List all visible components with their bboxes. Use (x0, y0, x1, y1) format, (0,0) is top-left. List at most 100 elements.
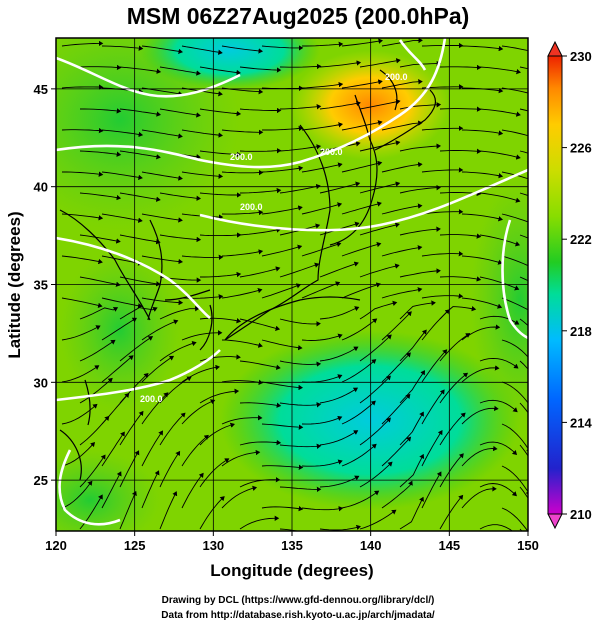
streamline (341, 160, 383, 173)
streamline (381, 120, 423, 131)
streamline (279, 360, 322, 367)
streamline (501, 339, 528, 358)
streamline (279, 144, 322, 152)
streamline (279, 183, 321, 194)
streamline (221, 249, 264, 257)
contour-label: 200.0 (385, 72, 408, 82)
streamline (141, 45, 183, 55)
streamline (61, 127, 104, 134)
streamline (119, 66, 162, 75)
y-tick-label: 45 (34, 82, 48, 97)
streamline (381, 287, 423, 299)
streamline (119, 108, 161, 117)
streamline (199, 317, 242, 324)
streamline (79, 454, 106, 488)
streamline (381, 245, 423, 257)
x-axis: 120 125 130 135 140 145 150 (45, 531, 539, 553)
x-tick-label: 145 (438, 538, 460, 553)
streamline (261, 283, 302, 299)
streamline (421, 349, 448, 383)
y-tick-label: 40 (34, 180, 48, 195)
streamline (421, 167, 464, 173)
streamline (479, 315, 520, 325)
streamline (261, 505, 304, 512)
streamline (159, 450, 181, 488)
streamline (141, 171, 183, 181)
contour-label: 200.0 (320, 147, 343, 157)
y-axis: 25 30 35 40 45 (34, 82, 56, 488)
streamline (199, 354, 241, 362)
y-axis-label: Latitude (degrees) (5, 211, 24, 358)
streamline (519, 402, 528, 414)
streamline (359, 181, 401, 194)
streamline (239, 187, 282, 194)
streamline (519, 192, 528, 196)
field-green-sw (56, 450, 160, 531)
streamline (501, 423, 528, 453)
streamline (101, 213, 143, 223)
streamline (239, 227, 281, 236)
streamline (479, 483, 517, 497)
streamline (341, 400, 376, 425)
streamline (461, 486, 497, 509)
coastlines (59, 69, 437, 481)
streamline (79, 339, 116, 362)
streamline (181, 472, 204, 509)
streamline (501, 297, 528, 311)
streamline (261, 165, 304, 173)
streamline (359, 58, 401, 68)
streamline (439, 64, 482, 71)
streamline (519, 318, 528, 327)
streamline (421, 251, 464, 257)
credit-data: Data from http://database.rish.kyoto-u.a… (161, 610, 435, 621)
streamline (239, 402, 282, 408)
colorbar-tick-label: 230 (570, 49, 592, 64)
streamline (159, 491, 178, 530)
streamline (261, 244, 303, 257)
contour-label: 200.0 (140, 394, 163, 404)
streamline (319, 346, 359, 362)
streamline (261, 339, 303, 351)
streamline (61, 40, 104, 47)
streamline (399, 143, 441, 152)
streamline (239, 439, 282, 446)
x-tick-label: 150 (517, 538, 539, 553)
streamline (119, 234, 161, 245)
streamline (519, 234, 528, 239)
y-tick-label: 25 (34, 473, 48, 488)
streamline (479, 108, 521, 117)
contour-label: 200.0 (240, 202, 263, 212)
streamline (301, 506, 344, 512)
streamline (439, 106, 482, 112)
streamline (479, 399, 518, 413)
streamline (141, 213, 183, 223)
streamline (61, 480, 93, 509)
streamline (119, 192, 161, 202)
streamline (279, 486, 322, 493)
streamline (439, 372, 469, 404)
streamline (381, 480, 413, 509)
streamline (181, 45, 223, 55)
streamline (301, 241, 342, 257)
streamline (181, 171, 224, 179)
streamline (279, 262, 320, 278)
streamline (381, 436, 412, 467)
streamline (200, 271, 242, 278)
streamline (421, 471, 442, 509)
streamline (199, 108, 242, 117)
streamline (501, 507, 528, 531)
streamline (221, 129, 264, 136)
streamline (61, 255, 103, 265)
streamline (221, 415, 263, 425)
x-tick-label: 120 (45, 538, 67, 553)
streamline (341, 201, 382, 215)
streamline (79, 150, 122, 157)
streamline (101, 471, 122, 509)
streamline (181, 434, 209, 467)
streamline (181, 254, 224, 260)
streamline (359, 509, 397, 530)
contour-label: 200.0 (230, 152, 253, 162)
streamline (301, 281, 341, 299)
colorbar: 210 214 218 222 226 230 (547, 40, 592, 530)
